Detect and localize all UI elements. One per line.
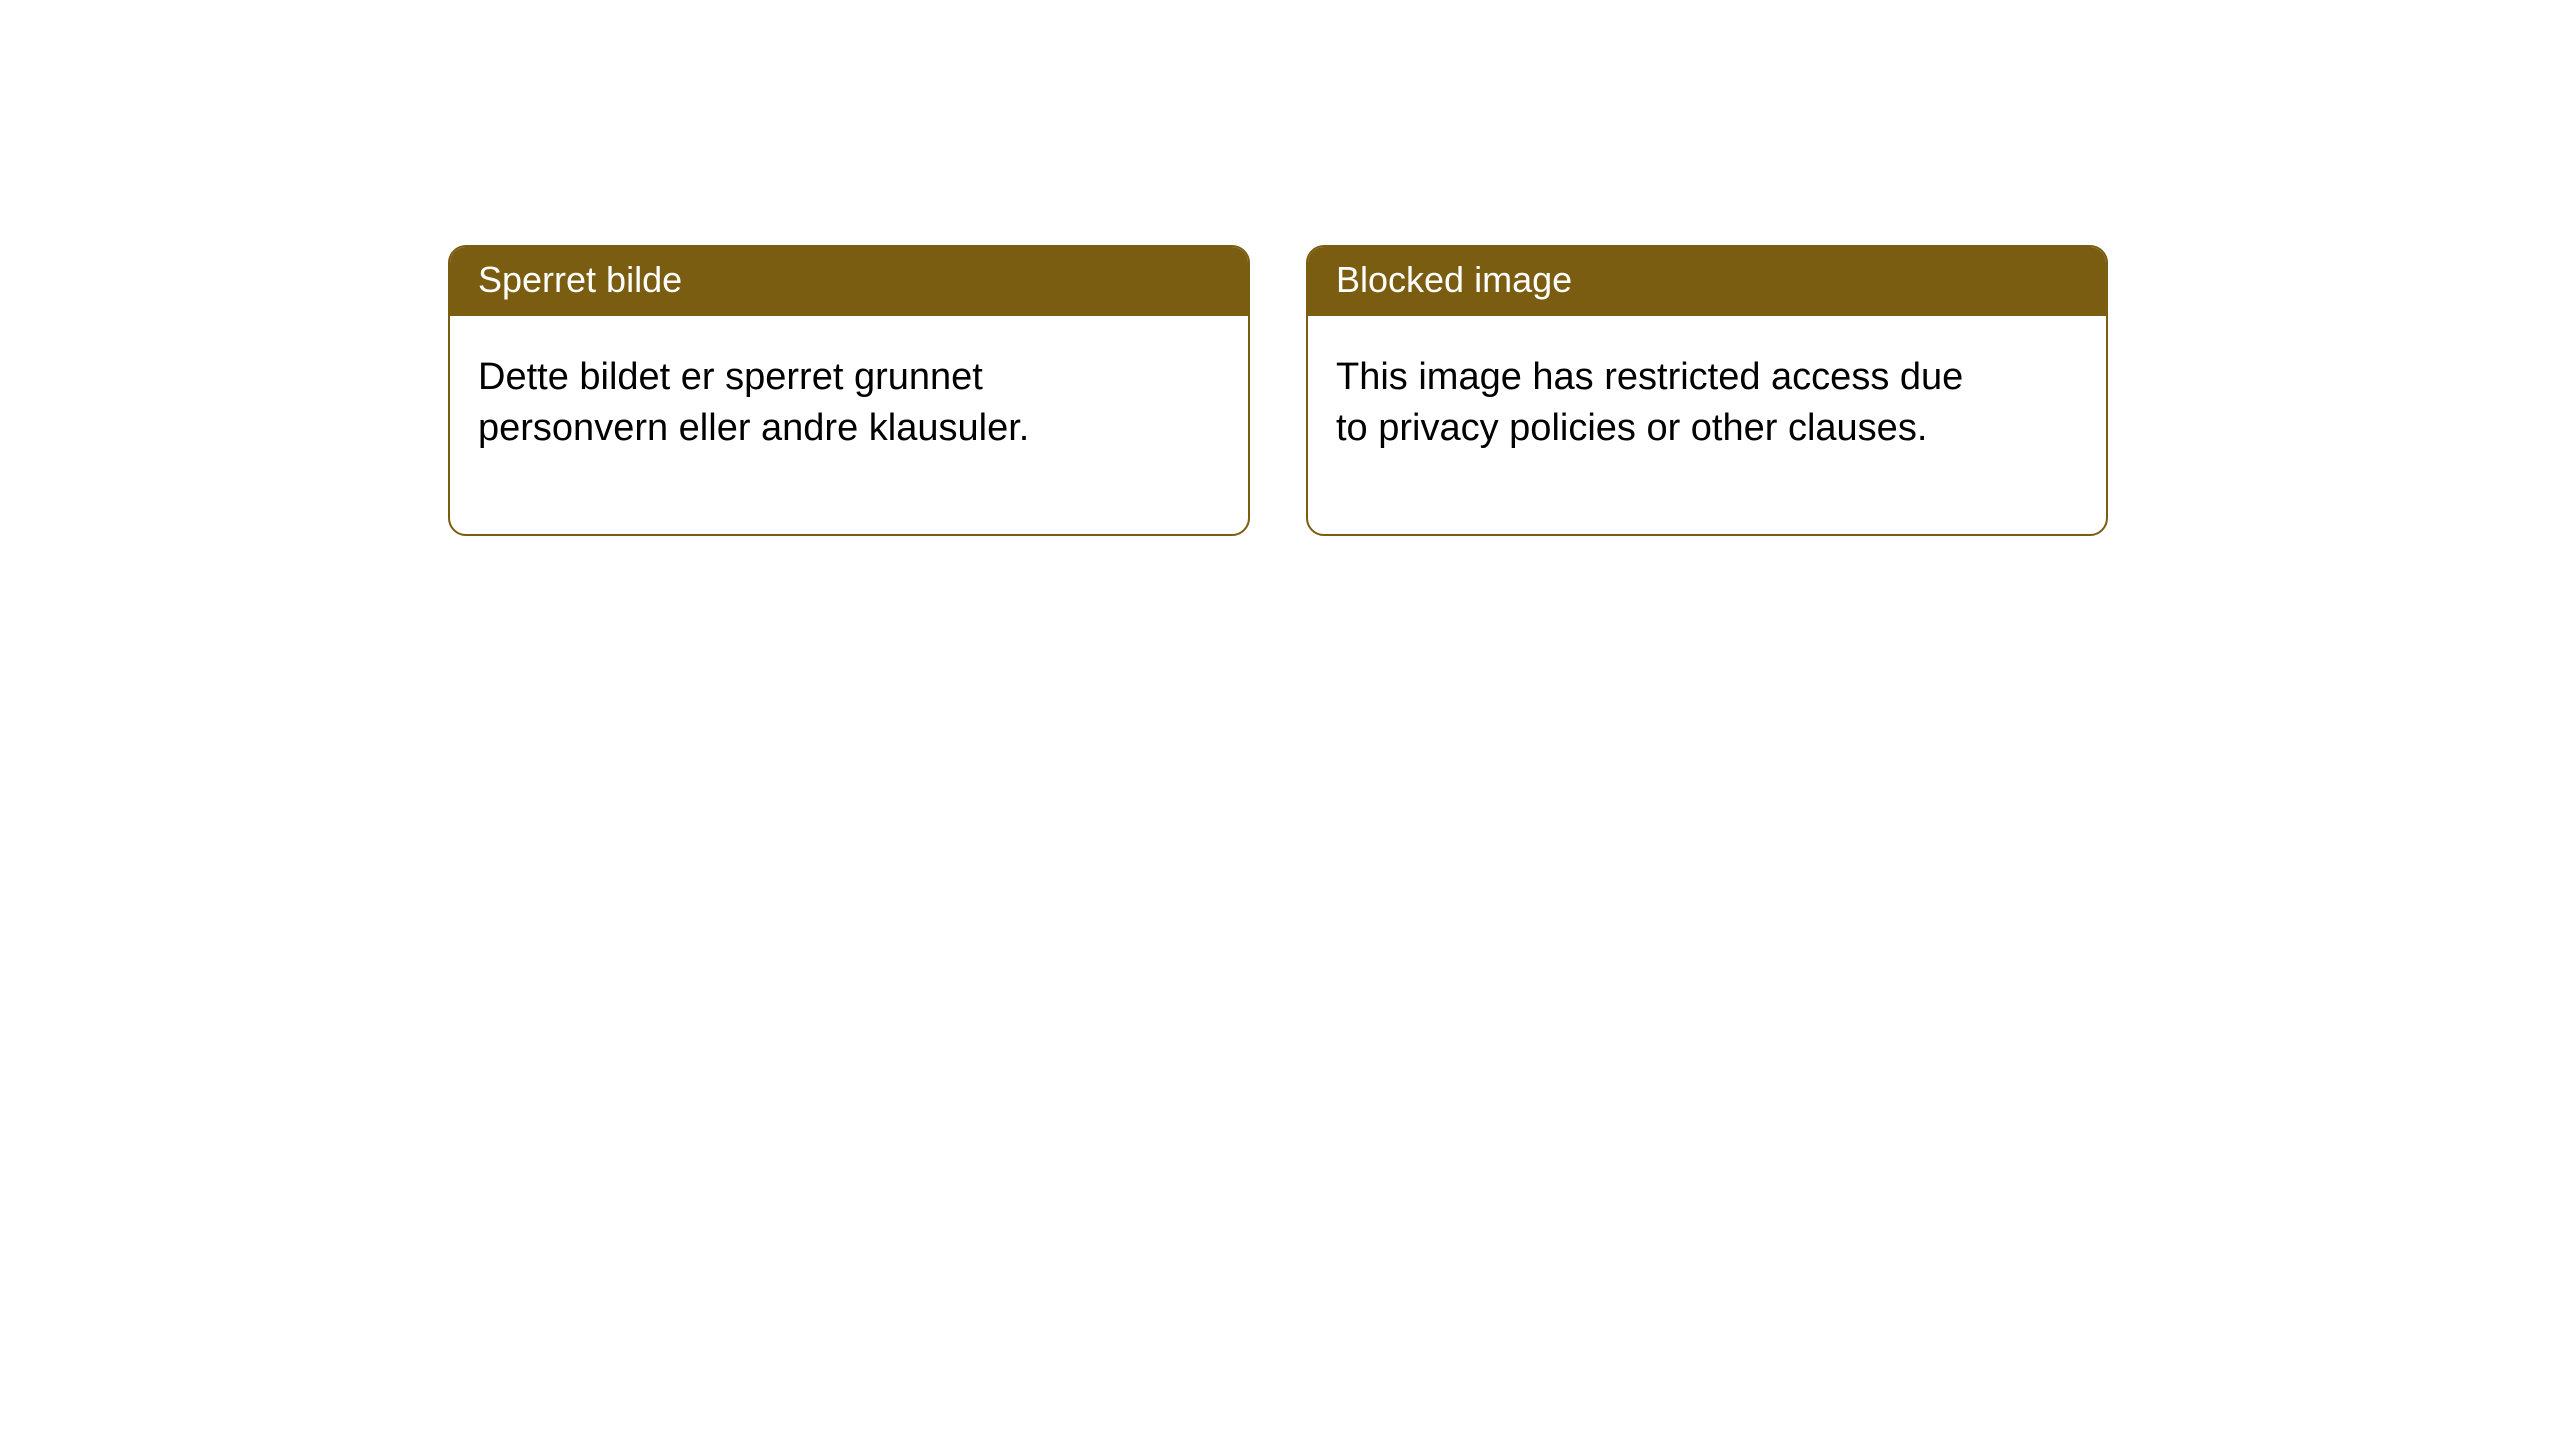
notice-container: Sperret bilde Dette bildet er sperret gr…	[0, 0, 2560, 536]
notice-header-en: Blocked image	[1308, 247, 2106, 316]
notice-title-en: Blocked image	[1336, 259, 1572, 300]
notice-text-no: Dette bildet er sperret grunnet personve…	[478, 352, 1118, 455]
notice-header-no: Sperret bilde	[450, 247, 1248, 316]
notice-card-en: Blocked image This image has restricted …	[1306, 245, 2108, 536]
notice-body-no: Dette bildet er sperret grunnet personve…	[450, 316, 1248, 535]
notice-text-en: This image has restricted access due to …	[1336, 352, 1976, 455]
notice-title-no: Sperret bilde	[478, 259, 682, 300]
notice-card-no: Sperret bilde Dette bildet er sperret gr…	[448, 245, 1250, 536]
notice-body-en: This image has restricted access due to …	[1308, 316, 2106, 535]
